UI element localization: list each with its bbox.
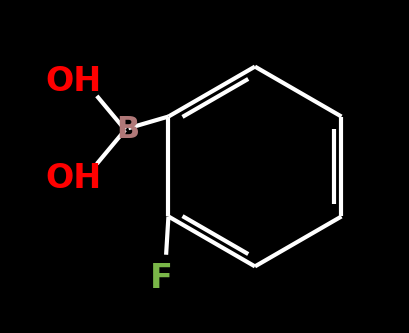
Text: OH: OH — [45, 162, 101, 195]
Text: B: B — [116, 115, 139, 145]
Text: F: F — [150, 261, 173, 295]
Text: OH: OH — [45, 65, 101, 98]
